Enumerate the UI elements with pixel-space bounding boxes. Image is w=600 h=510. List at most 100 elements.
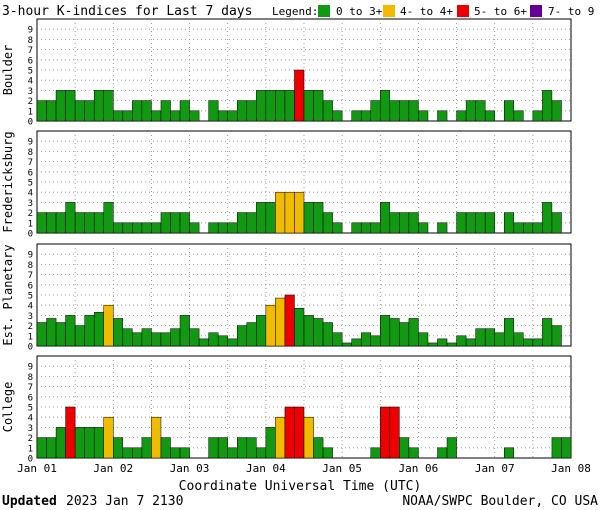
k-index-bar: [446, 437, 457, 459]
k-index-bar: [141, 222, 152, 234]
k-index-bar: [179, 100, 190, 122]
k-index-bar: [284, 406, 295, 459]
k-index-bar: [475, 100, 486, 122]
k-index-bar: [399, 437, 410, 459]
k-index-bar: [484, 212, 495, 234]
k-index-bar: [36, 100, 47, 122]
y-tick-label: 2: [28, 97, 33, 107]
k-index-bar: [561, 437, 572, 459]
k-index-bar: [542, 90, 553, 122]
k-index-bar: [370, 100, 381, 122]
k-index-bar: [313, 202, 324, 234]
k-index-bar: [189, 110, 200, 122]
k-index-bar: [380, 90, 391, 122]
k-index-bar: [103, 304, 114, 347]
legend-text-red: 5- to 6+: [474, 5, 527, 18]
k-index-bar: [465, 212, 476, 234]
k-index-bar: [408, 100, 419, 122]
k-index-bar: [523, 338, 534, 347]
k-index-bar: [284, 294, 295, 347]
y-tick-label: 4: [28, 302, 33, 312]
y-tick-label: 3: [28, 424, 33, 434]
legend-text-green: 0 to 3+: [336, 5, 383, 18]
k-index-bar: [246, 322, 257, 347]
k-index-bar: [246, 437, 257, 459]
panel-label: Est. Planetary: [1, 244, 15, 345]
k-index-bar: [246, 212, 257, 234]
k-index-bar: [208, 437, 219, 459]
k-index-bar: [170, 110, 181, 122]
k-index-bar: [294, 308, 305, 347]
source-label: NOAA/SWPC Boulder, CO USA: [402, 494, 598, 509]
k-index-bar: [542, 318, 553, 347]
legend-swatch-green: [318, 5, 330, 17]
k-index-bar: [389, 100, 400, 122]
x-tick-label: Jan 06: [399, 462, 439, 475]
y-tick-label: 7: [28, 383, 33, 393]
k-index-bar: [141, 328, 152, 347]
k-index-bar: [36, 212, 47, 234]
k-index-bar: [551, 100, 562, 122]
k-index-bar: [418, 332, 429, 347]
k-index-bar: [256, 90, 267, 122]
k-index-bar: [475, 212, 486, 234]
y-tick-label: 7: [28, 271, 33, 281]
k-index-bar: [418, 222, 429, 234]
k-index-bar: [380, 315, 391, 347]
k-index-bar: [265, 427, 276, 459]
k-index-bar: [103, 202, 114, 234]
k-index-bar: [151, 332, 162, 347]
k-index-bar: [446, 342, 457, 347]
k-index-bar: [65, 315, 76, 347]
k-index-bar: [141, 437, 152, 459]
k-index-bar: [189, 328, 200, 347]
y-tick-label: 0: [28, 455, 33, 465]
x-tick-label: Jan 02: [93, 462, 133, 475]
y-tick-label: 3: [28, 312, 33, 322]
k-index-bar: [151, 222, 162, 234]
k-index-bar: [160, 332, 171, 347]
k-index-bar: [513, 110, 524, 122]
x-tick-label: Jan 08: [551, 462, 591, 475]
k-index-bar: [46, 437, 57, 459]
updated-value: 2023 Jan 7 2130: [66, 494, 183, 509]
k-index-bar: [313, 437, 324, 459]
y-tick-label: 8: [28, 261, 33, 271]
k-index-bar: [437, 447, 448, 459]
k-index-bar: [160, 437, 171, 459]
y-tick-label: 2: [28, 209, 33, 219]
y-tick-label: 7: [28, 46, 33, 56]
k-index-bar: [265, 304, 276, 347]
k-index-bar: [494, 332, 505, 347]
k-index-bar: [523, 222, 534, 234]
k-index-bar: [294, 191, 305, 234]
legend-label: Legend:: [272, 5, 318, 18]
k-index-bar: [74, 427, 85, 459]
y-tick-label: 6: [28, 56, 33, 66]
k-index-bar: [55, 322, 66, 347]
panel-label: Fredericksburg: [1, 131, 15, 232]
k-index-bar: [179, 315, 190, 347]
k-index-bar: [532, 222, 543, 234]
k-index-bar: [179, 447, 190, 459]
x-tick-label: Jan 07: [475, 462, 515, 475]
k-index-bar: [132, 222, 143, 234]
k-index-bar: [351, 110, 362, 122]
k-index-bar: [418, 110, 429, 122]
k-index-bar: [437, 110, 448, 122]
k-index-bar: [284, 90, 295, 122]
k-index-bar: [360, 222, 372, 234]
panel-label: Boulder: [1, 45, 15, 96]
k-index-bar: [132, 332, 143, 347]
k-index-bar: [170, 328, 181, 347]
k-index-bar: [332, 332, 343, 347]
k-index-bar: [294, 406, 305, 459]
k-index-bar: [465, 338, 476, 347]
legend-text-yellow: 4- to 4+: [400, 5, 453, 18]
k-index-bar: [84, 212, 95, 234]
k-index-bar: [313, 318, 324, 347]
legend-swatch-yellow: [383, 5, 395, 17]
